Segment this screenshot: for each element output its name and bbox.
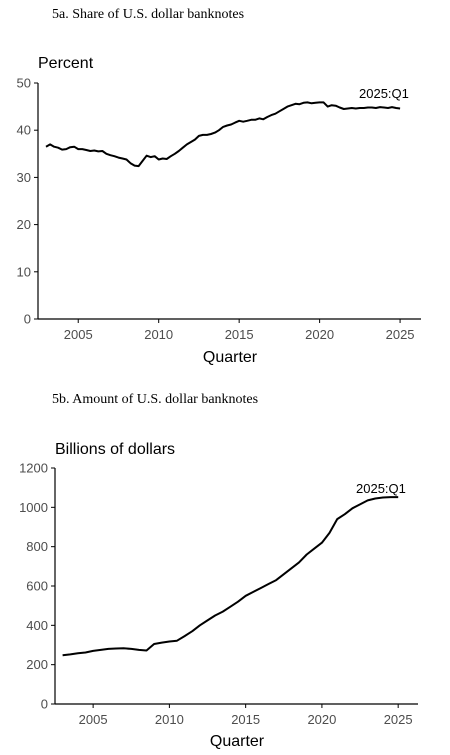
y-tick-label: 600 [26, 579, 48, 594]
y-axis-unit-label: Percent [38, 55, 94, 72]
y-tick-label: 30 [17, 170, 31, 185]
line-chart-amount: Billions of dollars 0 200 400 600 800 1000 120… [19, 441, 418, 750]
line-chart-share: Percent 0 10 20 30 40 50 2005 2010 2015 2020 2025… [17, 55, 421, 366]
x-tick-label: 2025 [384, 712, 413, 727]
x-tick-label: 2020 [305, 327, 334, 342]
data-line-amount [62, 496, 399, 657]
chart-title: 5a. Share of U.S. dollar banknotes [52, 7, 245, 22]
chart-title: 5b. Amount of U.S. dollar banknotes [52, 392, 259, 407]
y-tick-label: 0 [24, 312, 31, 327]
x-tick-label: 2005 [79, 712, 108, 727]
y-tick-label: 40 [17, 123, 31, 138]
y-axis-unit-label: Billions of dollars [55, 441, 175, 458]
last-point-annotation: 2025:Q1 [356, 481, 406, 496]
y-tick-label: 400 [26, 618, 48, 633]
chart-panel-amount: 5b. Amount of U.S. dollar banknotes Bill… [0, 378, 450, 755]
x-tick-label: 2015 [225, 327, 254, 342]
x-tick-label: 2010 [155, 712, 184, 727]
chart-panel-share: 5a. Share of U.S. dollar banknotes Perce… [17, 7, 421, 366]
y-tick-label: 200 [26, 657, 48, 672]
x-tick-label: 2025 [386, 327, 415, 342]
y-tick-label: 800 [26, 539, 48, 554]
x-tick-label: 2010 [144, 327, 173, 342]
y-tick-label: 50 [17, 76, 31, 91]
x-tick-label: 2015 [231, 712, 260, 727]
x-tick-label: 2020 [307, 712, 336, 727]
x-axis-label: Quarter [203, 349, 258, 366]
data-line-share [45, 101, 401, 168]
x-axis-label: Quarter [210, 733, 265, 750]
y-tick-label: 20 [17, 217, 31, 232]
last-point-annotation: 2025:Q1 [359, 86, 409, 101]
x-tick-label: 2005 [64, 327, 93, 342]
y-tick-label: 10 [17, 264, 31, 279]
y-tick-label: 1000 [19, 500, 48, 515]
y-tick-label: 1200 [19, 461, 48, 476]
y-tick-label: 0 [41, 697, 48, 712]
